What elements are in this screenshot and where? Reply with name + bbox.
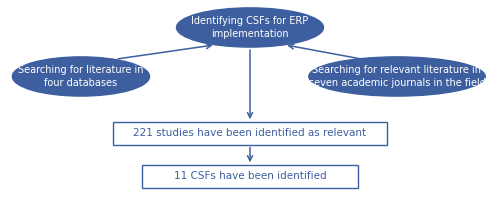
FancyBboxPatch shape [113, 122, 387, 145]
Ellipse shape [176, 8, 324, 47]
Ellipse shape [12, 57, 149, 96]
Text: Identifying CSFs for ERP
implementation: Identifying CSFs for ERP implementation [192, 16, 308, 39]
Text: 11 CSFs have been identified: 11 CSFs have been identified [174, 171, 326, 181]
FancyBboxPatch shape [142, 165, 358, 188]
Text: Searching for relevant literature in
seven academic journals in the field: Searching for relevant literature in sev… [308, 65, 486, 88]
Text: Searching for literature in
four databases: Searching for literature in four databas… [18, 65, 144, 88]
Text: 221 studies have been identified as relevant: 221 studies have been identified as rele… [134, 128, 366, 138]
Ellipse shape [309, 57, 485, 96]
